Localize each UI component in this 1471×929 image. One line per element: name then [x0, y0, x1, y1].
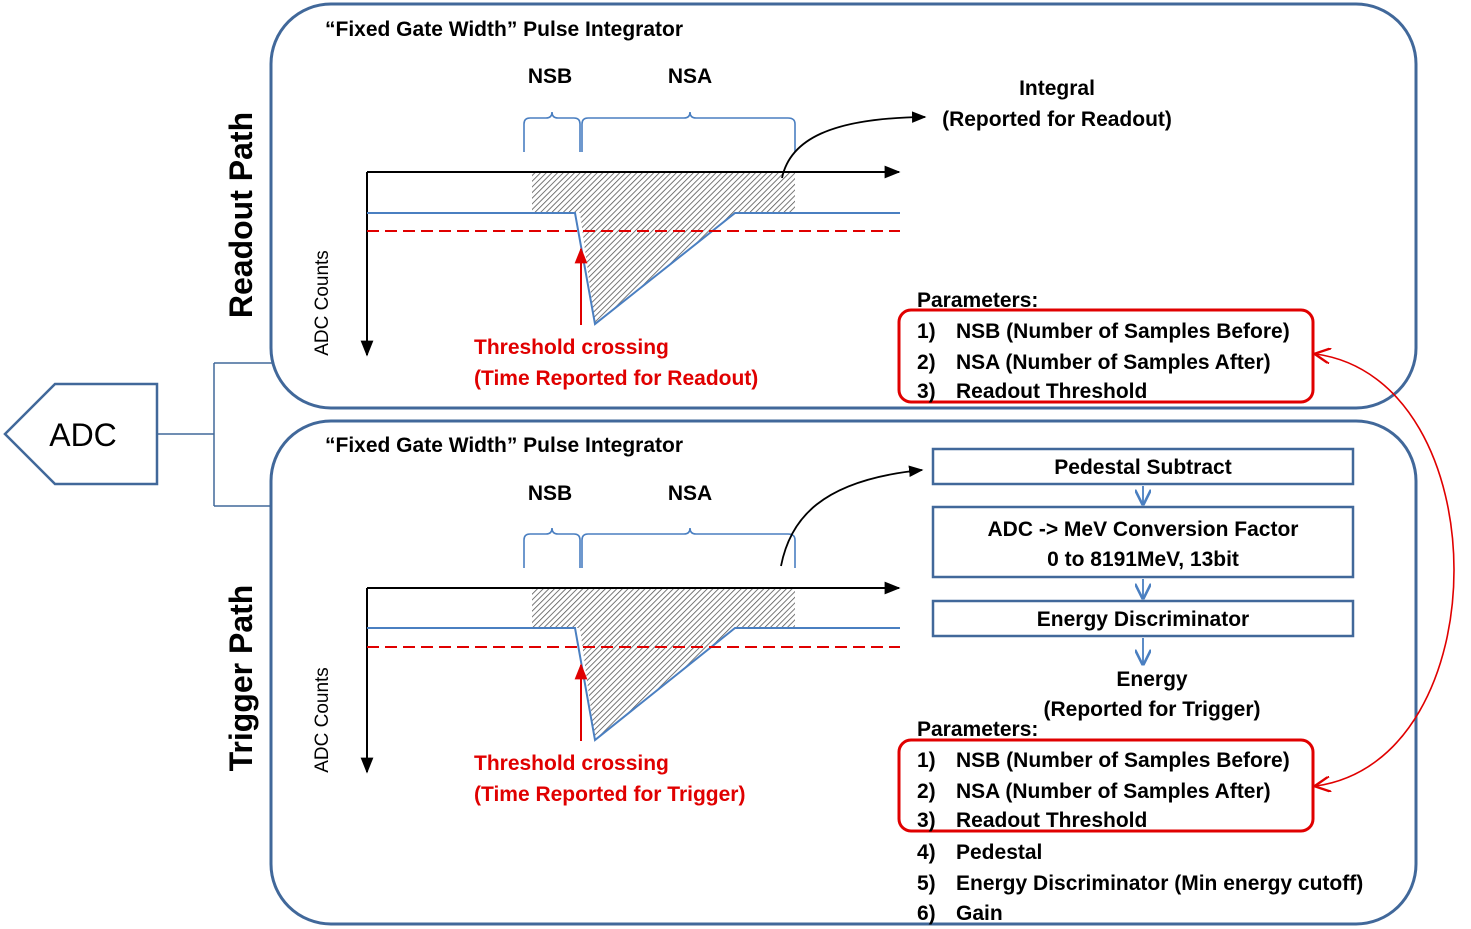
readout-param-text: Readout Threshold [956, 380, 1147, 403]
trigger-param-num: 4) [917, 841, 936, 864]
trigger-panel: “Fixed Gate Width” Pulse Integrator NSB … [269, 419, 1418, 926]
readout-params-list: 1) NSB (Number of Samples Before) 2) NSA… [917, 320, 1290, 403]
readout-pulse-integral-area [532, 172, 795, 324]
readout-nsa-label: NSA [668, 65, 712, 88]
trigger-param-text: Readout Threshold [956, 809, 1147, 832]
readout-panel: “Fixed Gate Width” Pulse Integrator NSB … [269, 2, 1418, 410]
trigger-param-text: NSA (Number of Samples After) [956, 780, 1271, 803]
readout-param-num: 1) [917, 320, 936, 343]
trigger-param-text: Pedestal [956, 841, 1042, 864]
pedestal-subtract-block [931, 447, 1355, 486]
adc-block: ADC [3, 382, 159, 486]
shared-params-link-arrow [1316, 354, 1455, 786]
trigger-integral-arrow [780, 465, 924, 567]
trigger-param-num: 2) [917, 780, 936, 803]
energy-discriminator-block [931, 599, 1355, 638]
conversion-factor-label-2: 0 to 8191MeV, 13bit [1047, 548, 1239, 571]
trigger-param-text: Energy Discriminator (Min energy cutoff) [956, 872, 1363, 895]
readout-param-num: 2) [917, 351, 936, 374]
energy-output-text-2: (Reported for Trigger) [1043, 698, 1260, 721]
readout-threshold-text-2: (Time Reported for Readout) [474, 367, 758, 390]
trigger-params-list: 1) NSB (Number of Samples Before) 2) NSA… [917, 749, 1363, 925]
readout-integral-text-1: Integral [1019, 77, 1095, 100]
nsb-brace [523, 111, 581, 152]
trigger-adc-counts-label: ADC Counts [312, 667, 333, 773]
trigger-param-num: 1) [917, 749, 936, 772]
trigger-params-highlight-box [897, 738, 1315, 833]
trigger-pulse-waveform [367, 627, 900, 742]
readout-pulse-waveform [367, 212, 900, 326]
adc-connectors [157, 362, 272, 507]
readout-integral-arrow [781, 111, 927, 179]
readout-panel-title: “Fixed Gate Width” Pulse Integrator [325, 18, 683, 41]
readout-threshold-text-1: Threshold crossing [474, 336, 669, 359]
nsa-brace [581, 527, 796, 568]
readout-adc-counts-label: ADC Counts [312, 250, 333, 356]
readout-params-title: Parameters: [917, 289, 1038, 312]
trigger-param-text: NSB (Number of Samples Before) [956, 749, 1290, 772]
readout-integral-text-2: (Reported for Readout) [942, 108, 1172, 131]
trigger-nsa-label: NSA [668, 482, 712, 505]
nsa-brace [581, 111, 796, 152]
trigger-nsb-label: NSB [528, 482, 572, 505]
conversion-factor-label-1: ADC -> MeV Conversion Factor [988, 518, 1299, 541]
pedestal-subtract-label: Pedestal Subtract [1054, 456, 1231, 479]
trigger-params-title: Parameters: [917, 718, 1038, 741]
energy-discriminator-label: Energy Discriminator [1037, 608, 1249, 631]
readout-param-text: NSA (Number of Samples After) [956, 351, 1271, 374]
adc-label: ADC [49, 417, 117, 453]
trigger-threshold-text-2: (Time Reported for Trigger) [474, 783, 745, 806]
trigger-panel-title: “Fixed Gate Width” Pulse Integrator [325, 434, 683, 457]
trigger-param-num: 5) [917, 872, 936, 895]
readout-nsb-label: NSB [528, 65, 572, 88]
conversion-factor-block [931, 505, 1355, 579]
readout-param-num: 3) [917, 380, 936, 403]
readout-params-highlight-box [897, 308, 1315, 404]
nsb-brace [523, 527, 581, 568]
readout-param-text: NSB (Number of Samples Before) [956, 320, 1290, 343]
trigger-path-label: Trigger Path [223, 585, 259, 772]
trigger-pulse-integral-area [532, 588, 795, 740]
readout-path-label: Readout Path [223, 112, 259, 318]
energy-output-text-1: Energy [1116, 668, 1188, 691]
trigger-param-num: 3) [917, 809, 936, 832]
trigger-param-num: 6) [917, 902, 936, 925]
trigger-threshold-text-1: Threshold crossing [474, 752, 669, 775]
trigger-param-text: Gain [956, 902, 1003, 925]
